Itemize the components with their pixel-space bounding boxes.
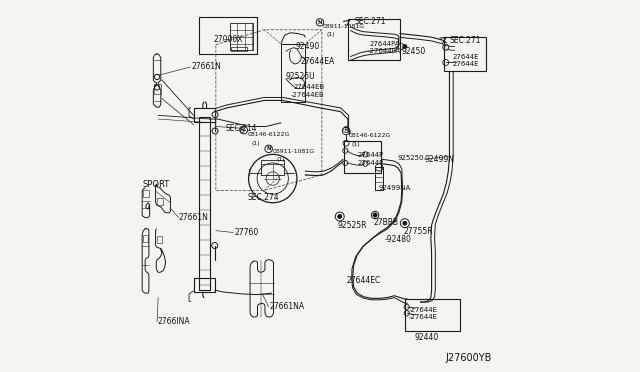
Text: 925250: 925250	[397, 155, 424, 161]
Bar	[405, 299, 460, 331]
Text: 92440: 92440	[415, 333, 439, 342]
Bar	[157, 236, 163, 243]
Text: 27755R: 27755R	[404, 227, 433, 236]
Text: 27644EA: 27644EA	[301, 57, 335, 66]
Text: 27BBB: 27BBB	[374, 218, 399, 227]
Circle shape	[335, 212, 344, 221]
Text: 27661NA: 27661NA	[270, 302, 305, 311]
Text: 27644E: 27644E	[452, 61, 479, 67]
Text: 27000X: 27000X	[214, 35, 243, 44]
Text: SEC.271: SEC.271	[354, 17, 386, 26]
Bar	[199, 17, 257, 54]
Bar	[193, 108, 215, 122]
Text: -27644PA: -27644PA	[367, 48, 401, 54]
Bar	[143, 235, 148, 242]
Bar	[375, 167, 383, 190]
Circle shape	[343, 140, 349, 146]
Text: 92525R: 92525R	[338, 221, 367, 230]
Bar	[344, 141, 381, 173]
Bar	[230, 23, 253, 50]
Text: 27644P: 27644P	[358, 153, 384, 158]
Text: 27644PA: 27644PA	[369, 41, 400, 47]
Text: 08911-1081G: 08911-1081G	[273, 149, 314, 154]
Text: 27661N: 27661N	[191, 62, 221, 71]
Text: (1): (1)	[352, 142, 360, 147]
Bar	[199, 117, 209, 290]
Text: 92490: 92490	[296, 42, 320, 51]
Text: 27760: 27760	[234, 228, 259, 237]
Circle shape	[373, 213, 378, 217]
Text: (1): (1)	[276, 157, 285, 162]
Text: 27661N: 27661N	[179, 213, 209, 222]
Circle shape	[337, 214, 342, 219]
Bar	[157, 198, 163, 205]
Text: -27644E: -27644E	[408, 307, 438, 312]
Text: -92480: -92480	[385, 235, 412, 244]
Text: ®: ®	[237, 126, 246, 135]
Bar	[154, 84, 161, 94]
Text: 27644P: 27644P	[358, 160, 384, 166]
Bar	[348, 19, 400, 60]
Circle shape	[342, 127, 349, 135]
Text: SPORT: SPORT	[142, 180, 170, 189]
Text: N: N	[317, 20, 323, 25]
Text: 92499NA: 92499NA	[379, 185, 411, 191]
Text: (1): (1)	[326, 32, 335, 37]
Text: SEC.271: SEC.271	[449, 36, 481, 45]
Circle shape	[265, 145, 273, 153]
Text: 27644EC: 27644EC	[347, 276, 381, 285]
Circle shape	[240, 126, 248, 134]
Circle shape	[371, 211, 379, 219]
Text: 92450: 92450	[401, 47, 426, 56]
Text: -27644E: -27644E	[408, 314, 438, 320]
Text: 08146-6122G: 08146-6122G	[248, 132, 290, 137]
Text: 08146-6122G: 08146-6122G	[348, 133, 390, 138]
Text: 2766INA: 2766INA	[157, 317, 189, 326]
Text: 27644EB: 27644EB	[293, 84, 324, 90]
Text: (1): (1)	[251, 141, 260, 146]
Text: SEC.274: SEC.274	[248, 193, 279, 202]
Text: -27644EB: -27644EB	[291, 92, 324, 98]
Text: 92499N: 92499N	[425, 155, 455, 164]
Circle shape	[401, 219, 410, 228]
Text: 08911-1081G: 08911-1081G	[323, 24, 365, 29]
Bar	[193, 278, 215, 292]
Circle shape	[403, 44, 407, 49]
Circle shape	[403, 221, 407, 225]
Circle shape	[316, 19, 324, 26]
Bar	[444, 37, 486, 71]
Circle shape	[338, 215, 342, 218]
Bar	[281, 44, 305, 102]
Bar	[231, 47, 248, 51]
Text: 27644E: 27644E	[452, 54, 479, 60]
Bar	[143, 190, 148, 197]
Bar	[261, 160, 284, 175]
Text: N: N	[266, 146, 271, 151]
Text: SEC.214: SEC.214	[225, 124, 257, 133]
Text: 92525U: 92525U	[286, 72, 316, 81]
Text: ®: ®	[342, 126, 350, 135]
Text: J27600YB: J27600YB	[445, 353, 492, 363]
